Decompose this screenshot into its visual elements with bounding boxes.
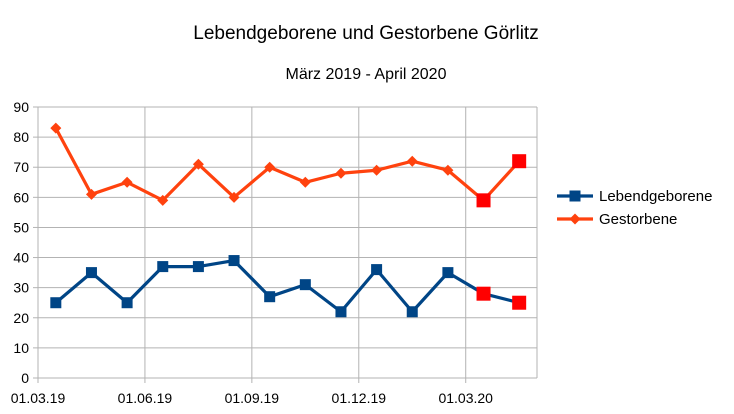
data-point bbox=[264, 161, 276, 173]
data-point bbox=[371, 164, 383, 176]
y-tick-label: 90 bbox=[13, 99, 29, 115]
data-point bbox=[371, 264, 383, 276]
data-point bbox=[264, 291, 276, 303]
data-point bbox=[442, 267, 454, 279]
x-tick-label: 01.03.19 bbox=[11, 390, 66, 406]
data-point bbox=[192, 261, 204, 273]
chart-subtitle: März 2019 - April 2020 bbox=[286, 66, 447, 83]
data-point bbox=[335, 167, 347, 179]
x-tick-label: 01.12.19 bbox=[332, 390, 387, 406]
data-point bbox=[512, 154, 527, 169]
y-tick-label: 0 bbox=[21, 370, 29, 386]
series-group bbox=[50, 122, 527, 318]
legend: Lebendgeborene Gestorbene bbox=[557, 188, 712, 228]
data-point bbox=[299, 279, 311, 291]
data-point bbox=[476, 193, 491, 208]
data-point bbox=[121, 297, 133, 309]
y-tick-label: 50 bbox=[13, 219, 29, 235]
data-point bbox=[192, 158, 204, 170]
data-point bbox=[50, 122, 62, 134]
data-point bbox=[335, 306, 347, 318]
data-point bbox=[406, 155, 418, 167]
legend-marker bbox=[569, 213, 581, 225]
y-tick-label: 80 bbox=[13, 129, 29, 145]
data-point bbox=[299, 176, 311, 188]
legend-marker bbox=[569, 190, 581, 202]
data-point bbox=[85, 267, 97, 279]
legend-label: Gestorbene bbox=[599, 211, 677, 228]
data-point bbox=[50, 297, 62, 309]
axes: 0 10 20 30 40 50 60 70 80 90 01.03.19 01.06.19 01.09… bbox=[11, 99, 493, 406]
data-point bbox=[228, 255, 240, 267]
data-point bbox=[85, 188, 97, 200]
x-tick-label: 01.03.20 bbox=[438, 390, 493, 406]
data-point bbox=[442, 164, 454, 176]
gridlines bbox=[37, 106, 538, 379]
y-tick-label: 60 bbox=[13, 189, 29, 205]
y-tick-label: 20 bbox=[13, 310, 29, 326]
data-point bbox=[157, 261, 169, 273]
data-point bbox=[228, 191, 240, 203]
y-tick-label: 40 bbox=[13, 250, 29, 266]
data-point bbox=[157, 194, 169, 206]
legend-label: Lebendgeborene bbox=[599, 188, 712, 205]
series-line-gestorbene bbox=[54, 127, 521, 202]
data-point bbox=[512, 295, 527, 310]
chart-title: Lebendgeborene und Gestorbene Görlitz bbox=[193, 23, 538, 44]
data-point bbox=[476, 286, 491, 301]
x-tick-label: 01.06.19 bbox=[118, 390, 173, 406]
data-point bbox=[406, 306, 418, 318]
y-tick-label: 70 bbox=[13, 159, 29, 175]
x-tick-label: 01.09.19 bbox=[225, 390, 280, 406]
data-point bbox=[121, 176, 133, 188]
y-tick-label: 10 bbox=[13, 340, 29, 356]
series-line-lebendgeborene bbox=[54, 258, 520, 314]
y-tick-label: 30 bbox=[13, 280, 29, 296]
